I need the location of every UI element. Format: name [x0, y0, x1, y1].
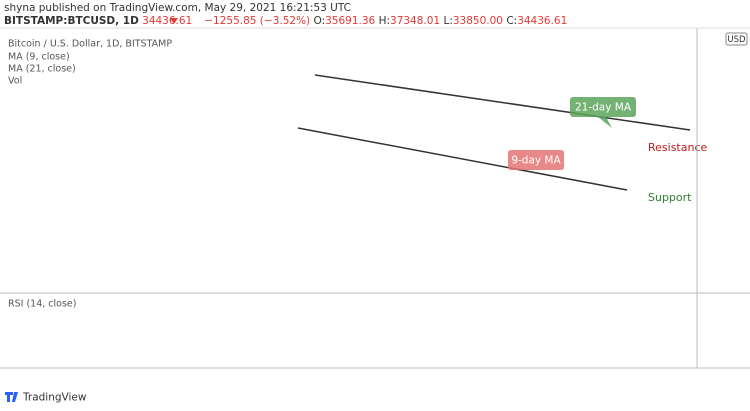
- brand-name: TradingView: [22, 392, 87, 404]
- symbol-line: BITSTAMP:BTCUSD, 1D 34436.61 −1255.85 (−3…: [4, 15, 567, 27]
- down-arrow: [170, 18, 178, 24]
- change: −1255.85 (−3.52%): [204, 15, 310, 27]
- annotation-text: 9-day MA: [511, 155, 561, 167]
- published-line: shyna published on TradingView.com, May …: [4, 2, 351, 14]
- chart-title: Bitcoin / U.S. Dollar, 1D, BITSTAMP: [8, 39, 172, 50]
- currency-box: [725, 32, 748, 46]
- brand: TradingView: [5, 392, 87, 404]
- ohlc-value: 35691.36: [325, 15, 375, 27]
- annotation-box: [508, 150, 564, 170]
- legend-entry: RSI (14, close): [8, 299, 76, 310]
- symbol: BITSTAMP:BTCUSD, 1D: [4, 15, 139, 27]
- trend-line: [297, 127, 628, 191]
- ohlc-key: O:: [314, 15, 326, 27]
- ohlc-value: 33850.00: [453, 15, 503, 27]
- annotation-text: Support: [648, 191, 692, 204]
- legend-entry: MA (21, close): [8, 64, 76, 75]
- trend-line: [314, 74, 691, 131]
- ohlc-key: L:: [443, 15, 452, 27]
- last-price: 34436.61: [142, 15, 192, 27]
- ohlc-key: H:: [379, 15, 390, 27]
- legend-entry: MA (9, close): [8, 52, 70, 63]
- annotation-text: Resistance: [648, 141, 708, 154]
- annotation-text: 21-day MA: [575, 102, 632, 114]
- ohlc-value: 34436.61: [517, 15, 567, 27]
- ohlc-key: C:: [506, 15, 517, 27]
- annotation-pointer: [598, 117, 612, 128]
- annotation: 21-day MA 9-day MA Resistance Support: [508, 97, 708, 204]
- currency: USD: [727, 35, 746, 45]
- annotation-box: [570, 97, 636, 117]
- ohlc-value: 37348.01: [390, 15, 440, 27]
- brand-logo: [5, 392, 18, 402]
- legend-entry: Vol: [8, 76, 22, 87]
